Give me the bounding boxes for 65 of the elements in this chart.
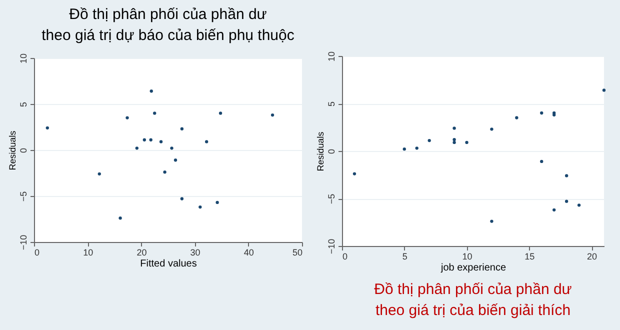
point (205, 140, 208, 144)
point (540, 160, 544, 164)
y-tick-label: −5 (326, 194, 336, 204)
y-tick-label: −10 (18, 234, 28, 250)
point (159, 140, 163, 144)
y-tick-label: −5 (18, 191, 28, 202)
point (46, 126, 49, 130)
point (216, 200, 219, 204)
point (180, 127, 184, 130)
y-tick-label: 10 (18, 53, 28, 64)
point (352, 172, 356, 176)
point (153, 112, 156, 115)
point (465, 140, 468, 144)
point (452, 126, 456, 130)
point (98, 172, 101, 176)
x-tick-label: 10 (462, 252, 472, 262)
x-tick-label: 30 (190, 248, 200, 258)
x-axis-title: job experience (440, 262, 506, 274)
point (577, 204, 581, 207)
point (564, 200, 568, 203)
y-tick-label: 10 (326, 51, 336, 62)
point (415, 146, 418, 150)
point (602, 88, 606, 92)
point (218, 112, 222, 115)
y-tick-label: 0 (18, 148, 28, 154)
point (540, 111, 544, 115)
x-tick-label: 10 (83, 248, 94, 258)
y-tick-label: 0 (326, 148, 336, 154)
point (564, 174, 568, 178)
point (180, 197, 184, 200)
y-tick-label: −10 (326, 238, 336, 254)
point (402, 148, 406, 151)
point (126, 116, 129, 120)
point (452, 140, 456, 144)
point (490, 220, 494, 223)
point (452, 138, 456, 142)
text: Đồ thị phân phối của phần dư theo giá trị của biến giải thích (374, 281, 572, 319)
point (142, 138, 146, 142)
point (270, 113, 274, 117)
x-tick-label: 20 (587, 252, 598, 262)
x-tick-label: 15 (524, 252, 535, 262)
point (552, 208, 556, 212)
point (174, 158, 178, 162)
point (515, 116, 518, 120)
x-tick-label: 0 (34, 248, 40, 258)
x-tick-label: 0 (342, 252, 348, 262)
point (150, 90, 153, 93)
point (198, 205, 202, 209)
x-tick-label: 20 (136, 248, 147, 258)
point (490, 128, 494, 131)
x-tick-label: 50 (292, 248, 302, 258)
x-tick-label: 40 (244, 248, 254, 258)
y-tick-label: 5 (18, 102, 28, 108)
point (163, 170, 166, 174)
x-tick-label: 5 (402, 252, 408, 262)
x-axis-title: Fitted values (140, 258, 197, 270)
y-tick-label: 5 (326, 101, 336, 107)
point (118, 216, 122, 220)
point (170, 146, 174, 150)
chart-title: Đồ thị phân phối của phần dư theo giá trị dự báo của biến phụ thuộc (42, 6, 295, 44)
point (428, 138, 431, 142)
point (135, 146, 138, 150)
y-axis-title: Residuals (8, 130, 18, 170)
y-axis-title: Residuals (316, 131, 326, 172)
point (149, 138, 152, 142)
